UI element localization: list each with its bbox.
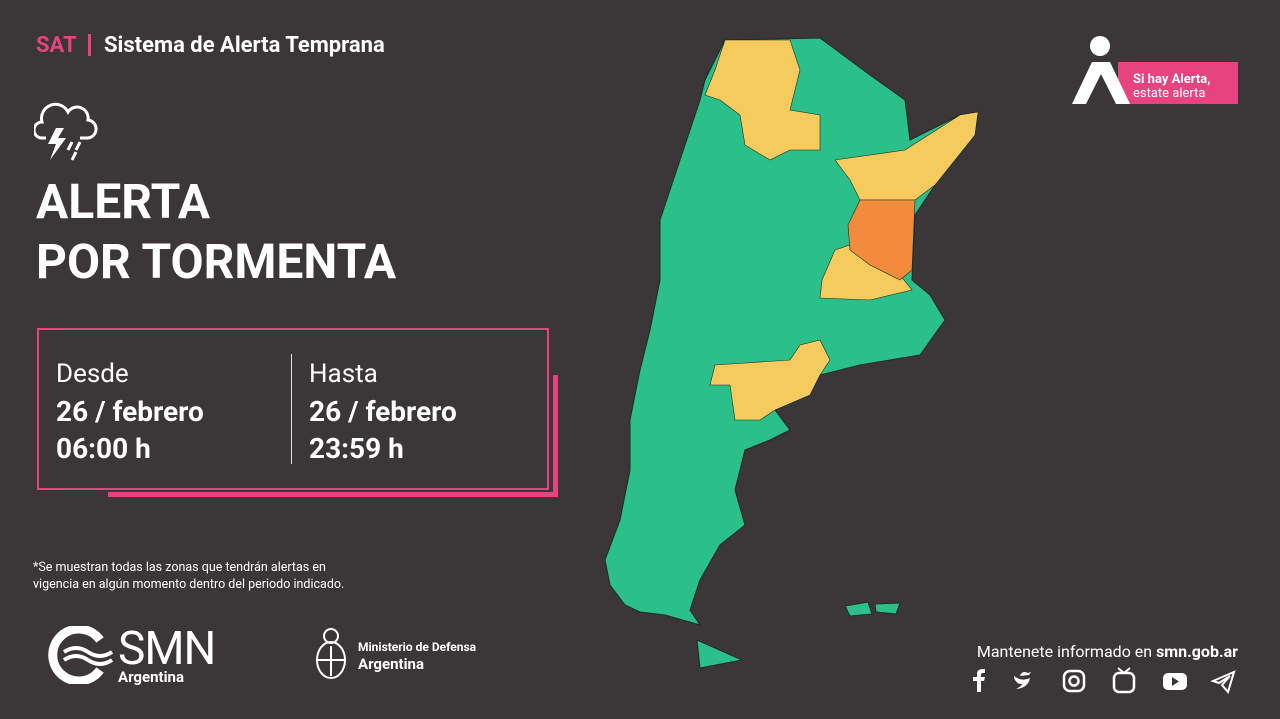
alert-zone-orange [847,199,916,281]
period-to: Hasta 26 / febrero 23:59 h [309,356,457,467]
period-from: Desde 26 / febrero 06:00 h [56,356,204,467]
period-box: Desde 26 / febrero 06:00 h Hasta 26 / fe… [37,328,549,490]
separator [87,34,91,56]
social-icons [973,667,1236,695]
smn-icon [48,626,114,684]
badge-line: estate alerta [1133,86,1206,101]
period-date: 26 / febrero [56,395,204,428]
ministry-country: Argentina [358,655,424,673]
box-shadow [108,375,558,497]
twitter[interactable] [1014,672,1031,689]
alert-title: ALERTA POR TORMENTA [36,172,396,292]
alert-zone-yellow [709,339,831,421]
igtv[interactable] [1112,667,1136,694]
header-tag: SAT [36,33,77,58]
alert-line: POR TORMENTA [36,233,397,290]
footnote-line: vigencia en algún momento dentro del per… [33,577,345,592]
ministry-name: Ministerio de Defensa [358,640,477,654]
footer: Mantenete informado en smn.gob.ar [977,642,1238,661]
divider [291,354,292,464]
period-label: Desde [56,359,129,389]
period-date: 26 / febrero [309,395,457,428]
smn-logo: SMN [118,622,216,676]
header-title: Sistema de Alerta Temprana [104,33,385,58]
youtube[interactable] [1163,673,1187,690]
alert-zone-yellow [704,39,821,161]
period-time: 06:00 h [56,432,151,465]
facebook[interactable] [973,669,985,692]
telegram[interactable] [1210,670,1236,695]
footnote: *Se muestran todas las zonas que tendrán… [33,559,344,593]
period-time: 23:59 h [309,432,404,465]
alert-badge-icon [1072,36,1238,104]
coat-of-arms [316,628,346,679]
footnote-line: *Se muestran todas las zonas que tendrán… [33,560,326,575]
tierra-del-fuego [696,639,744,669]
period-label: Hasta [309,359,378,389]
badge-line: Si hay Alerta, [1133,72,1211,87]
alert-line: ALERTA [36,173,211,230]
footer-text: Mantenete informado en [976,642,1157,661]
storm-icon [34,102,98,161]
alert-zone-yellow [834,111,979,201]
footer-url[interactable]: smn.gob.ar [1156,642,1238,661]
malvinas [844,601,901,617]
map [604,37,979,669]
instagram[interactable] [1062,669,1086,693]
smn-country: Argentina [118,668,184,686]
